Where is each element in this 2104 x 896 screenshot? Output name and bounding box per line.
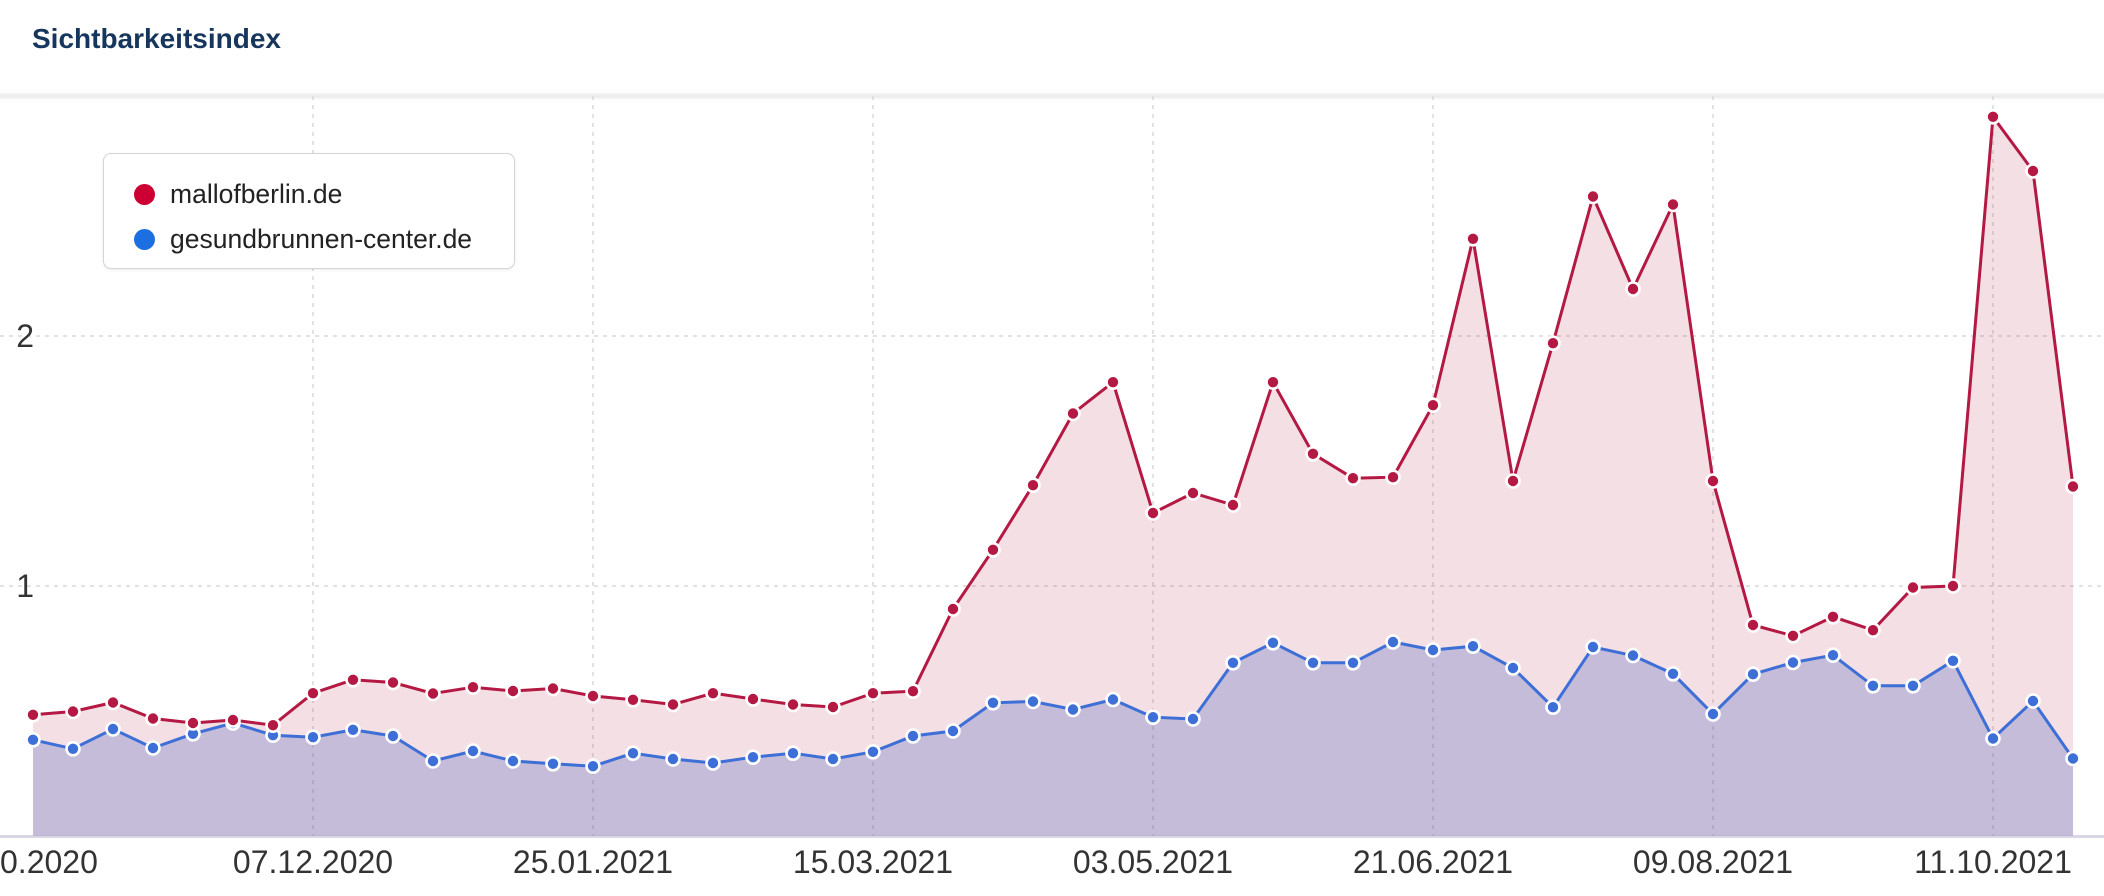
- svg-text:09.08.2021: 09.08.2021: [1633, 844, 1793, 880]
- svg-text:21.06.2021: 21.06.2021: [1353, 844, 1513, 880]
- svg-text:11.10.2021: 11.10.2021: [1914, 844, 2072, 880]
- svg-text:07.12.2020: 07.12.2020: [233, 844, 393, 880]
- svg-text:03.05.2021: 03.05.2021: [1073, 844, 1233, 880]
- svg-text:15.03.2021: 15.03.2021: [793, 844, 953, 880]
- svg-text:25.01.2021: 25.01.2021: [513, 844, 673, 880]
- svg-text:2: 2: [16, 318, 34, 354]
- svg-text:1: 1: [16, 568, 34, 604]
- svg-text:0.2020: 0.2020: [0, 844, 98, 880]
